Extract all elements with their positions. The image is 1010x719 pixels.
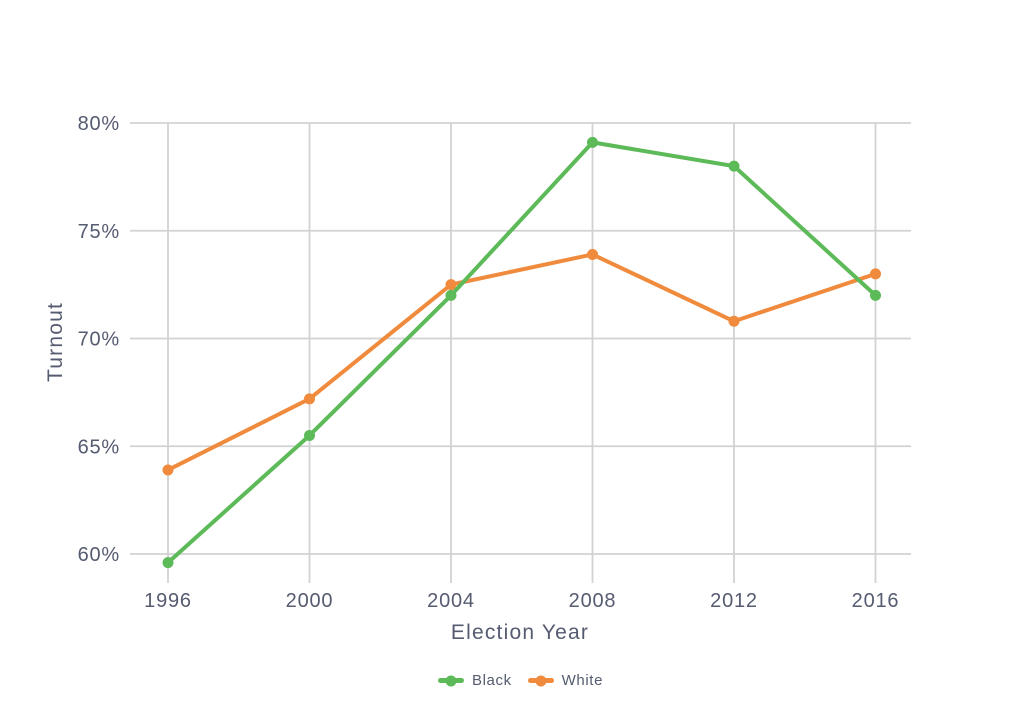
data-point-black-2016 xyxy=(870,289,881,301)
legend-dot-icon xyxy=(445,675,457,686)
data-point-white-2016 xyxy=(870,268,881,280)
grid-layer xyxy=(130,122,911,583)
data-point-black-2008 xyxy=(587,136,598,148)
legend-item-white: White xyxy=(527,672,604,689)
data-point-white-2000 xyxy=(304,393,315,405)
x-tick-label-2012: 2012 xyxy=(710,590,758,612)
data-point-white-2004 xyxy=(445,279,457,291)
y-tick-label-65: 65% xyxy=(78,436,120,458)
x-tick-label-2008: 2008 xyxy=(569,590,617,612)
y-tick-label-60: 60% xyxy=(78,544,120,566)
x-tick-label-2000: 2000 xyxy=(286,590,334,612)
legend-dot-icon xyxy=(535,675,547,686)
series-line-white xyxy=(166,252,878,472)
data-point-white-2008 xyxy=(587,248,598,260)
legend: Black White xyxy=(130,672,911,689)
data-point-black-2000 xyxy=(304,429,315,441)
legend-line-marker-icon xyxy=(437,675,464,686)
data-point-black-1996 xyxy=(162,557,174,569)
y-tick-label-75: 75% xyxy=(78,221,120,243)
x-tick-label-2004: 2004 xyxy=(427,590,475,612)
data-point-black-2012 xyxy=(728,160,740,172)
data-point-white-2012 xyxy=(728,315,740,327)
x-tick-label-2016: 2016 xyxy=(852,590,900,612)
legend-item-black: Black xyxy=(437,672,512,689)
legend-label-white: White xyxy=(561,672,604,689)
data-point-black-2004 xyxy=(445,289,457,301)
legend-line-marker-icon xyxy=(527,675,554,686)
y-axis-title: Turnout xyxy=(44,302,67,382)
data-point-white-1996 xyxy=(162,464,174,476)
axis-tick-labels: 1996 2000 2004 2008 2012 2016 60% 65% 70% 75% 80% xyxy=(78,113,900,612)
series-line-black xyxy=(166,140,878,565)
y-tick-label-80: 80% xyxy=(78,113,120,135)
y-tick-label-70: 70% xyxy=(78,329,120,351)
x-tick-label-1996: 1996 xyxy=(144,590,192,612)
legend-label-black: Black xyxy=(471,672,512,689)
x-axis-title: Election Year xyxy=(451,621,589,644)
series-layer xyxy=(162,136,881,569)
